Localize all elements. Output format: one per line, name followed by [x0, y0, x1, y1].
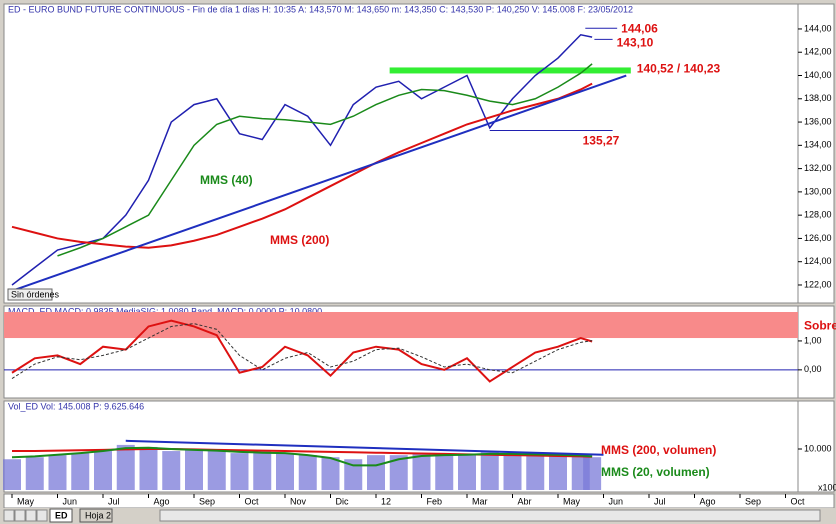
y-tick-label: 1,00	[804, 335, 822, 345]
volume-bar	[458, 455, 476, 490]
level-label: 135,27	[583, 134, 620, 148]
tab-nav[interactable]	[25, 509, 37, 522]
panel-title: ED - EURO BUND FUTURE CONTINUOUS - Fin d…	[8, 4, 633, 14]
y-tick-label: 144,00	[804, 23, 832, 33]
y-tick-label: 124,00	[804, 256, 832, 266]
y-tick-label: 142,00	[804, 47, 832, 57]
volume-bar	[321, 457, 340, 490]
sheet-tab-label: Hoja 2	[85, 510, 111, 520]
y-tick-label: 138,00	[804, 93, 832, 103]
x-tick-label: Oct	[245, 496, 260, 506]
tab-nav[interactable]	[3, 509, 15, 522]
volume-bar	[71, 453, 90, 490]
volume-bar	[162, 451, 181, 490]
y-tick-label: 132,00	[804, 163, 832, 173]
tab-nav[interactable]	[14, 509, 26, 522]
volume-bar	[276, 453, 294, 490]
volume-bar	[25, 457, 44, 490]
volume-bar	[389, 455, 408, 490]
sheet-tab-label: ED	[55, 510, 68, 520]
x-tick-label: Jul	[108, 496, 120, 506]
series-label: MMS (200, volumen)	[601, 443, 716, 457]
band	[389, 67, 631, 74]
y-tick-label: 0,00	[804, 364, 822, 374]
y-tick-label: 136,00	[804, 116, 832, 126]
x-tick-label: Nov	[290, 496, 307, 506]
volume-bar	[480, 451, 499, 490]
x-tick-label: Jun	[609, 496, 624, 506]
volume-bar	[583, 457, 602, 490]
y-tick-label: 130,00	[804, 186, 832, 196]
volume-bar	[526, 455, 545, 490]
sheet-tab[interactable]	[49, 508, 73, 523]
volume-bar	[139, 446, 158, 490]
sheet-tab[interactable]	[79, 508, 113, 523]
series-line	[11, 446, 593, 467]
level-label: 143,10	[617, 36, 654, 50]
volume-bar	[344, 459, 363, 490]
volume-bar	[435, 455, 454, 490]
series-line	[11, 82, 593, 249]
axis-panel	[797, 3, 835, 304]
band-label: 140,52 / 140,23	[637, 62, 721, 76]
series-line	[57, 63, 593, 257]
x-tick-label: Feb	[427, 496, 443, 506]
series-label: MMS (200)	[270, 233, 329, 247]
volume-bar	[549, 453, 567, 490]
volume-bar	[185, 449, 203, 490]
x-tick-label: Sep	[199, 496, 215, 506]
band	[4, 312, 798, 339]
panel-title: Vol_ED Vol: 145.008 P: 9.625.646	[8, 401, 144, 411]
x-tick-label: May	[563, 496, 581, 506]
series-label: MMS (20, volumen)	[601, 465, 710, 479]
series-label: MMS (40)	[200, 173, 253, 187]
panel-title: MACD_ED MACD: 0,9835 MediaSIG: 1,0080 Ba…	[8, 306, 322, 316]
axis-panel	[797, 400, 835, 493]
volume-bar	[207, 451, 226, 490]
series-line	[11, 319, 593, 383]
badge-box	[7, 288, 53, 301]
y-tick-label: 134,00	[804, 140, 832, 150]
volume-bar	[230, 453, 249, 490]
y-tick-label: 10.000	[804, 443, 832, 453]
badge: Sin órdenes	[11, 289, 60, 299]
y-tick-label: 140,00	[804, 70, 832, 80]
volume-bar	[503, 453, 522, 490]
x-tick-label: Mar	[472, 496, 488, 506]
unit-label: x100	[818, 482, 836, 492]
x-tick-label: Sep	[745, 496, 761, 506]
y-tick-label: 128,00	[804, 210, 832, 220]
volume-bar	[298, 455, 317, 490]
volume-bar	[253, 451, 272, 490]
volume-bar	[412, 453, 431, 490]
volume-bar	[116, 444, 135, 490]
series-line	[125, 439, 604, 456]
x-tick-label: Abr	[518, 496, 532, 506]
x-tick-label: Dic	[336, 496, 349, 506]
band-label: Sobrecompra elevada	[804, 319, 836, 333]
y-tick-label: 126,00	[804, 233, 832, 243]
series-line	[11, 74, 627, 292]
x-tick-label: Jun	[63, 496, 78, 506]
series-line	[11, 33, 593, 286]
axis-panel	[797, 305, 835, 399]
tab-nav[interactable]	[36, 509, 48, 522]
volume-bar	[94, 451, 112, 490]
y-tick-label: 122,00	[804, 279, 832, 289]
level-label: 144,06	[621, 21, 658, 35]
volume-bar	[367, 455, 385, 490]
volume-bar	[3, 459, 21, 490]
scrollbar[interactable]	[159, 509, 821, 522]
x-tick-label: Oct	[791, 496, 806, 506]
x-tick-label: Jul	[654, 496, 666, 506]
x-tick-label: 12	[381, 496, 391, 506]
x-tick-label: May	[17, 496, 35, 506]
volume-bar	[48, 455, 67, 490]
x-tick-label: Ago	[154, 496, 170, 506]
x-tick-label: Ago	[700, 496, 716, 506]
